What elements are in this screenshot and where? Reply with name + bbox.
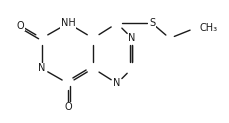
Text: N: N [38, 63, 46, 73]
Text: O: O [17, 21, 24, 31]
Text: O: O [64, 102, 72, 112]
Text: N: N [113, 78, 121, 88]
Text: CH₃: CH₃ [200, 23, 218, 33]
Text: NH: NH [61, 18, 76, 28]
Text: S: S [149, 18, 155, 28]
Text: N: N [128, 33, 136, 43]
